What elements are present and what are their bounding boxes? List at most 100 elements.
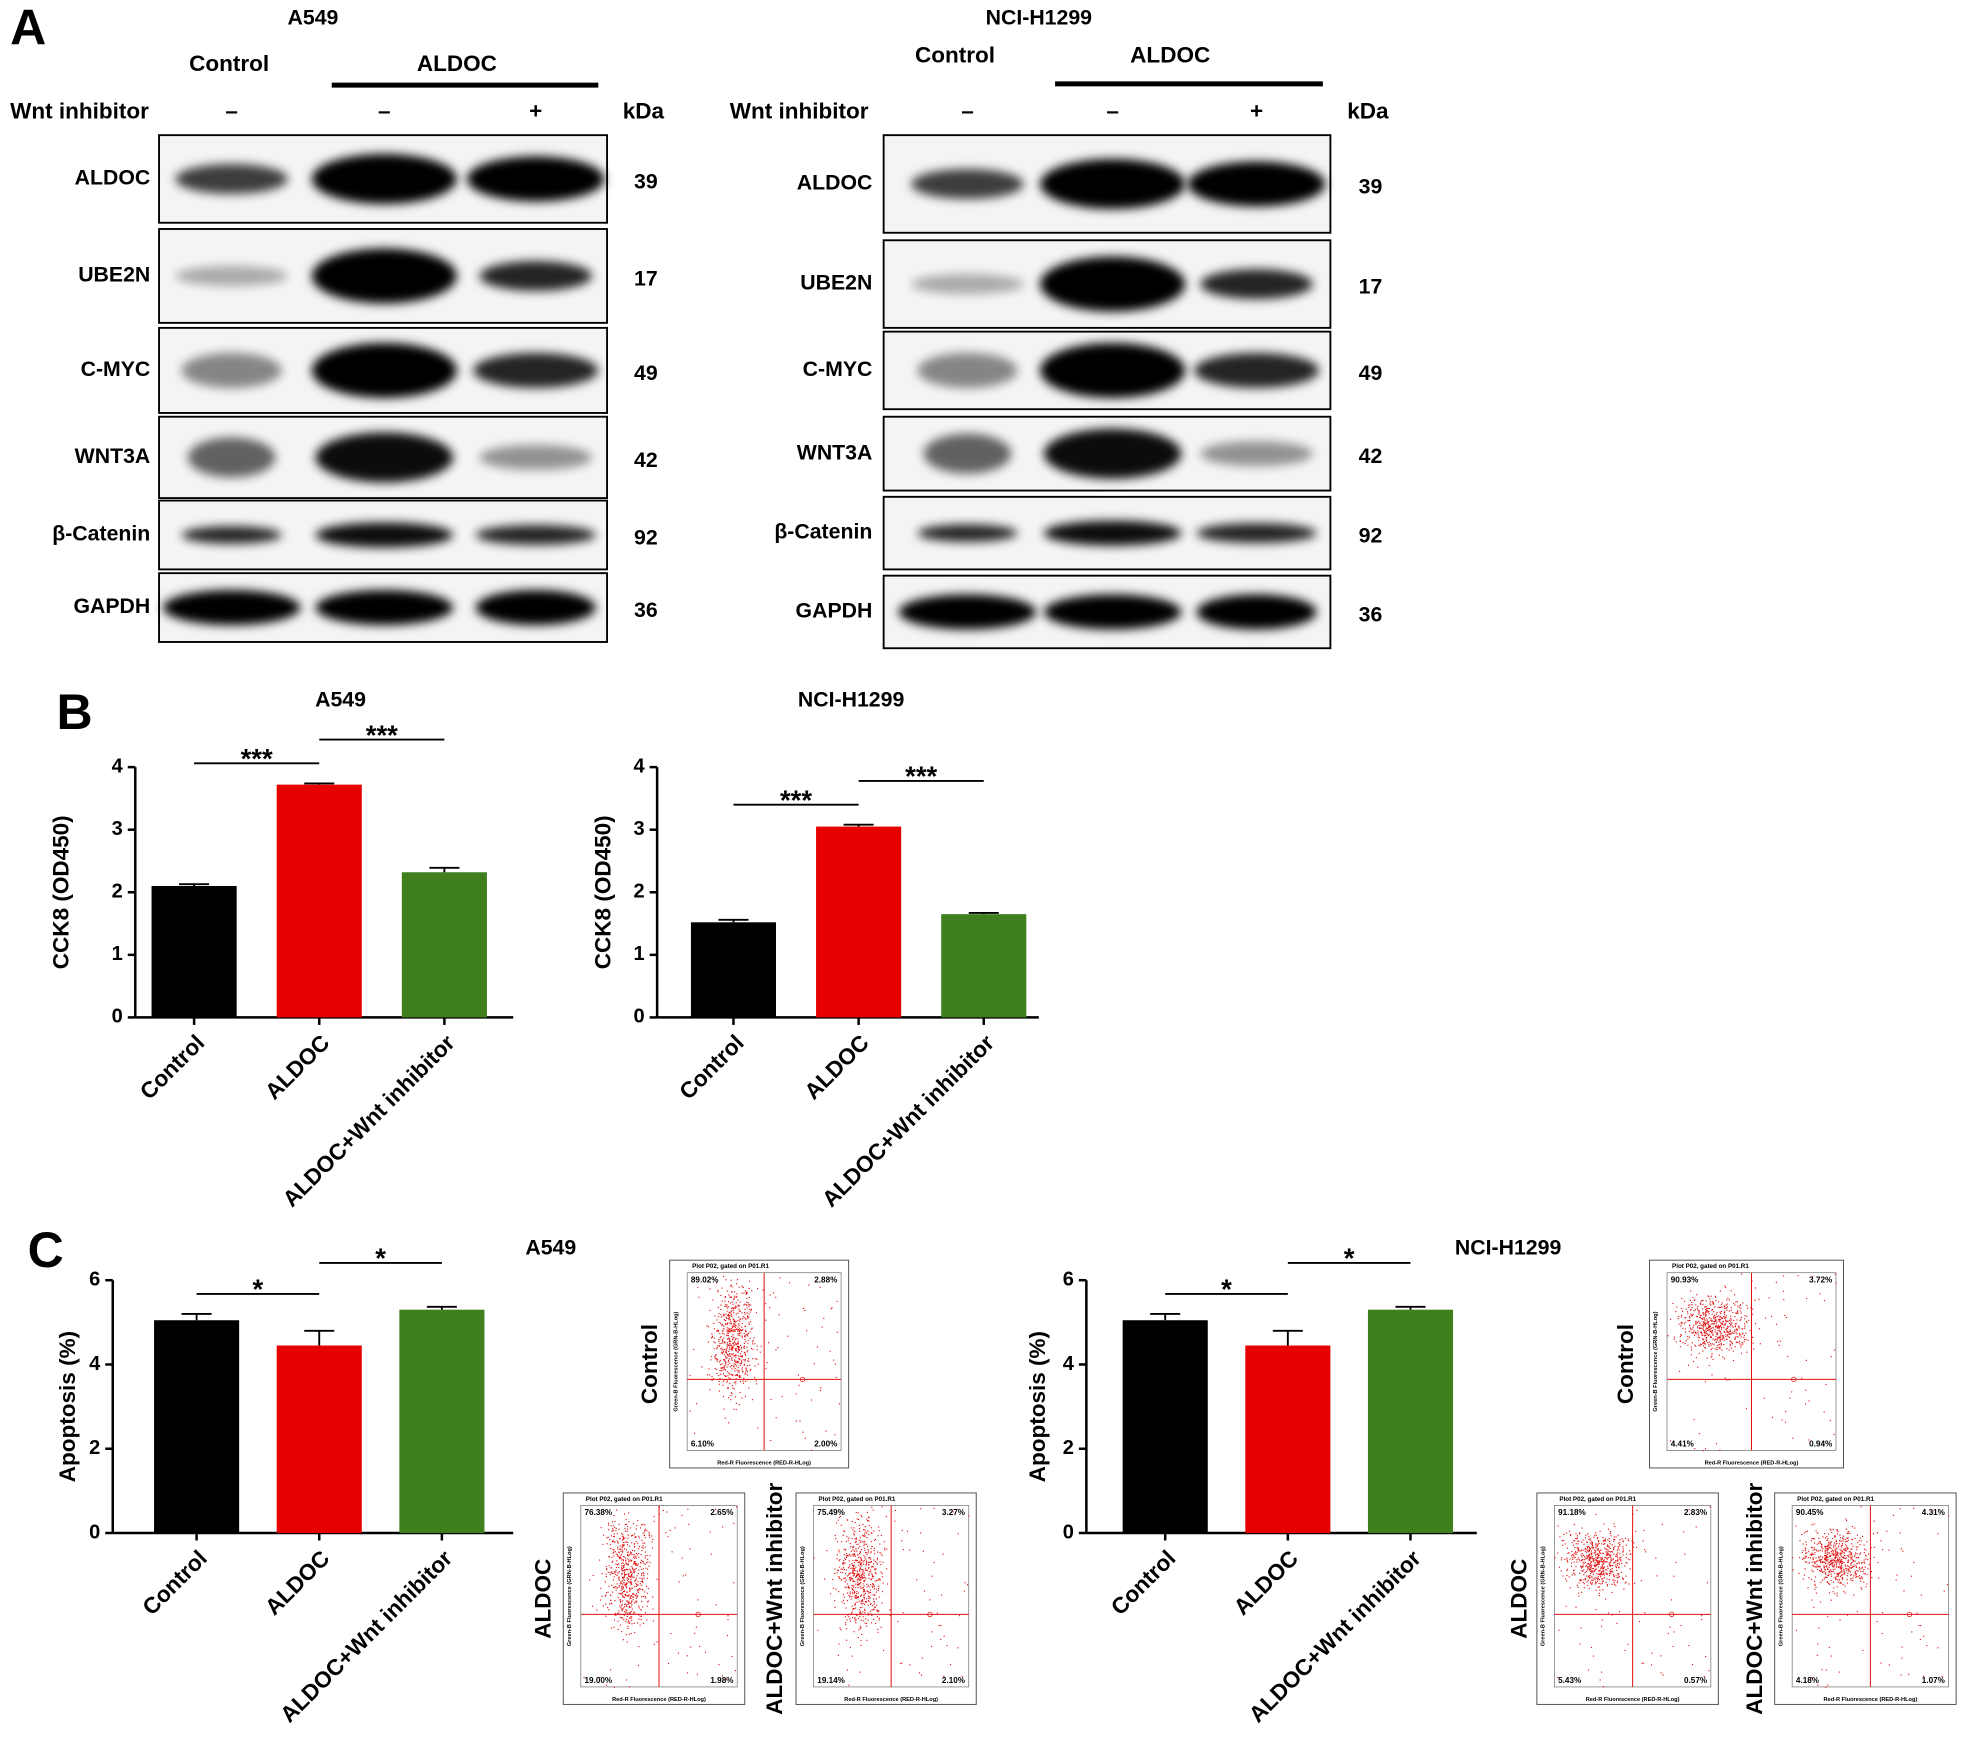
event-dot [878, 1610, 880, 1612]
event-dot [1835, 1282, 1837, 1284]
event-dot [853, 1546, 855, 1548]
event-dot [627, 1627, 629, 1629]
event-dot [648, 1534, 650, 1537]
event-dot [711, 1336, 713, 1338]
event-dot [621, 1610, 623, 1612]
event-dot [1617, 1534, 1619, 1536]
event-dot [853, 1565, 855, 1567]
event-dot [1856, 1563, 1858, 1565]
event-dot [1702, 1338, 1704, 1340]
event-dot [1609, 1547, 1611, 1550]
event-dot [1600, 1571, 1602, 1573]
event-dot [621, 1609, 624, 1611]
event-dot [1603, 1539, 1606, 1541]
event-dot [733, 1344, 735, 1346]
event-dot [1715, 1318, 1717, 1320]
event-dot [720, 1316, 723, 1318]
group-label: ALDOC [417, 51, 497, 76]
event-dot [1876, 1532, 1878, 1534]
event-dot [656, 1578, 658, 1580]
event-dot [614, 1612, 616, 1614]
event-dot [1810, 1546, 1813, 1548]
event-dot [1618, 1562, 1620, 1564]
event-dot [642, 1568, 644, 1570]
event-dot [1715, 1325, 1717, 1327]
event-dot [1690, 1346, 1692, 1348]
event-dot [1702, 1335, 1704, 1337]
event-dot [1695, 1357, 1697, 1359]
event-dot [1839, 1552, 1841, 1554]
event-dot [618, 1578, 620, 1580]
event-dot [824, 1578, 826, 1580]
event-dot [621, 1568, 623, 1570]
event-dot [744, 1395, 746, 1398]
event-dot [1815, 1566, 1817, 1568]
event-dot [1808, 1439, 1810, 1441]
y-tick-label: 2 [1063, 1437, 1074, 1459]
event-dot [1585, 1534, 1587, 1536]
event-dot [728, 1353, 730, 1355]
event-dot [1734, 1326, 1736, 1328]
event-dot [1558, 1629, 1560, 1631]
event-dot [1835, 1539, 1837, 1542]
event-dot [1697, 1334, 1699, 1336]
event-dot [1911, 1631, 1913, 1633]
event-dot [1828, 1646, 1830, 1649]
event-dot [722, 1526, 724, 1528]
event-dot [863, 1544, 865, 1547]
event-dot [866, 1537, 868, 1539]
event-dot [638, 1569, 640, 1571]
event-dot [1706, 1318, 1708, 1320]
event-dot [1811, 1524, 1813, 1526]
protein-label: C-MYC [803, 357, 873, 381]
event-dot [645, 1597, 647, 1599]
event-dot [1640, 1580, 1642, 1582]
event-dot [1888, 1549, 1890, 1551]
event-dot [847, 1614, 849, 1616]
event-dot [631, 1601, 633, 1603]
event-dot [1566, 1574, 1568, 1577]
event-dot [698, 1296, 700, 1298]
event-dot [1829, 1561, 1831, 1563]
event-dot [1694, 1448, 1696, 1450]
event-dot [615, 1553, 617, 1555]
event-dot [1704, 1306, 1706, 1308]
event-dot [631, 1549, 634, 1551]
event-dot [846, 1599, 848, 1602]
event-dot [743, 1333, 745, 1335]
event-dot [1599, 1530, 1601, 1532]
event-dot [857, 1573, 859, 1576]
event-dot [726, 1310, 728, 1312]
event-dot [631, 1573, 633, 1575]
event-dot [837, 1569, 839, 1571]
event-dot [728, 1348, 730, 1350]
event-dot [852, 1566, 855, 1568]
event-dot [864, 1609, 866, 1612]
event-dot [1724, 1307, 1726, 1309]
event-dot [1848, 1567, 1851, 1569]
event-dot [1582, 1539, 1584, 1541]
event-dot [1830, 1550, 1833, 1553]
event-dot [687, 1672, 689, 1674]
event-dot [627, 1578, 629, 1580]
event-dot [1835, 1541, 1837, 1543]
event-dot [724, 1348, 726, 1350]
event-dot [1813, 1547, 1816, 1549]
event-dot [857, 1577, 859, 1580]
event-dot [727, 1329, 729, 1331]
event-dot [1744, 1323, 1746, 1325]
event-dot [1600, 1573, 1602, 1575]
event-dot [854, 1604, 856, 1606]
event-dot [601, 1573, 603, 1575]
event-dot [1587, 1563, 1589, 1565]
event-dot [629, 1621, 631, 1623]
event-dot [726, 1334, 728, 1336]
event-dot [644, 1528, 647, 1530]
event-dot [851, 1563, 853, 1565]
event-dot [631, 1619, 633, 1621]
event-dot [848, 1572, 851, 1575]
event-dot [725, 1324, 727, 1326]
event-dot [1741, 1333, 1743, 1335]
event-dot [843, 1562, 845, 1564]
event-dot [735, 1296, 737, 1298]
